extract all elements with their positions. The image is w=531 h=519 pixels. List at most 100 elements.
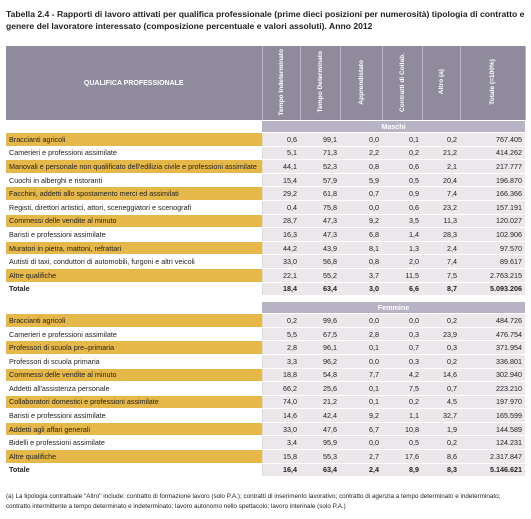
header-cell: Tempo Determinato xyxy=(300,46,341,121)
value-cell: 120.027 xyxy=(460,214,525,229)
label-cell: Baristi e professioni assimilate xyxy=(6,408,263,423)
value-cell: 2,4 xyxy=(422,241,460,256)
value-cell: 42,4 xyxy=(300,408,340,423)
data-row: Facchini, addetti allo spostamento merci… xyxy=(6,186,525,201)
value-cell: 33,0 xyxy=(262,254,300,269)
label-cell: Professori di scuola primaria xyxy=(6,354,263,369)
value-cell: 23,9 xyxy=(422,327,460,342)
value-cell: 0,5 xyxy=(382,173,422,188)
value-cell: 17,6 xyxy=(382,449,422,464)
value-cell: 6,7 xyxy=(340,422,382,437)
value-cell: 0,8 xyxy=(340,159,382,174)
value-cell: 28,3 xyxy=(422,227,460,242)
spacer xyxy=(6,295,525,303)
value-cell: 2,4 xyxy=(340,462,382,478)
data-row: Addetti all'assistenza personale 66,2 25,6… xyxy=(6,381,525,396)
value-cell: 3,7 xyxy=(340,268,382,283)
total-row: Totale 16,4 63,4 2,4 8,9 8,3 5.146.621 xyxy=(6,462,525,478)
value-cell: 196.870 xyxy=(460,173,525,188)
value-cell: 371.954 xyxy=(460,340,525,355)
header-text: QUALIFICA PROFESSIONALE xyxy=(83,79,184,87)
value-cell: 0,7 xyxy=(340,186,382,201)
data-row: Autisti di taxi, conduttori di automobil… xyxy=(6,254,525,269)
label-cell: Commessi delle vendite al minuto xyxy=(6,368,263,383)
data-row: Manovali e personale non qualificato del… xyxy=(6,159,525,174)
data-row: Commessi delle vendite al minuto 28,7 47,3… xyxy=(6,214,525,229)
value-cell: 5.146.621 xyxy=(460,462,525,478)
value-cell: 11,5 xyxy=(382,268,422,283)
value-cell: 0,0 xyxy=(340,354,382,369)
table: QUALIFICA PROFESSIONALE Tempo Indetermina… xyxy=(6,46,526,478)
data-row: Professori di scuola primaria 3,3 96,2 0,0 0… xyxy=(6,354,525,369)
label-cell: Braccianti agricoli xyxy=(6,313,263,328)
value-cell: 63,4 xyxy=(300,281,340,297)
footnote: (a) La tipologia contrattuale "Altro" in… xyxy=(6,493,501,510)
value-cell: 7,4 xyxy=(422,186,460,201)
value-cell: 33,0 xyxy=(262,422,300,437)
header-text: Totale (=100%) xyxy=(489,59,496,105)
label-cell: Facchini, addetti allo spostamento merci… xyxy=(6,186,263,201)
value-cell: 22,1 xyxy=(262,268,300,283)
header-text: Altro (a) xyxy=(437,69,445,95)
label-cell: Altre qualifiche xyxy=(6,449,263,464)
data-row: Collaboratori domestici e professioni as… xyxy=(6,395,525,410)
value-cell: 29,2 xyxy=(262,186,300,201)
value-cell: 7,5 xyxy=(422,268,460,283)
value-cell: 5,1 xyxy=(262,146,300,161)
header-text: Contratti di Collab. xyxy=(398,52,406,112)
value-cell: 21,2 xyxy=(300,395,340,410)
value-cell: 124.231 xyxy=(460,435,525,451)
value-cell: 0,6 xyxy=(382,200,422,215)
value-cell: 1,3 xyxy=(382,241,422,256)
value-cell: 5,9 xyxy=(340,173,382,188)
value-cell: 102.906 xyxy=(460,227,525,242)
data-row: Bidelli e professioni assimilate 3,4 95,9 0… xyxy=(6,435,525,451)
label-cell: Registi, direttori artistici, attori, sc… xyxy=(6,200,263,215)
section-title: Maschi xyxy=(262,120,525,133)
value-cell: 2,8 xyxy=(340,327,382,342)
value-cell: 8,1 xyxy=(340,241,382,256)
label-cell: Baristi e professioni assimilate xyxy=(6,227,263,242)
value-cell: 197.970 xyxy=(460,395,525,410)
value-cell: 54,8 xyxy=(300,368,340,383)
value-cell: 3,0 xyxy=(340,281,382,297)
value-cell: 0,2 xyxy=(422,313,460,328)
value-cell: 0,0 xyxy=(340,200,382,215)
value-cell: 1,9 xyxy=(422,422,460,437)
value-cell: 7,7 xyxy=(340,368,382,383)
data-row: Addetti agli affari generali 33,0 47,6 6,7 1… xyxy=(6,422,525,437)
value-cell: 96,2 xyxy=(300,354,340,369)
header-row: QUALIFICA PROFESSIONALE Tempo Indetermina… xyxy=(6,46,526,121)
value-cell: 0,2 xyxy=(262,313,300,328)
header-text: Apprendistato xyxy=(357,59,365,105)
header-cell: Tempo Indeterminato xyxy=(262,46,301,121)
value-cell: 1,1 xyxy=(382,408,422,423)
value-cell: 14,6 xyxy=(262,408,300,423)
value-cell: 9,2 xyxy=(340,214,382,229)
value-cell: 2,7 xyxy=(340,449,382,464)
value-cell: 0,2 xyxy=(422,132,460,147)
value-cell: 55,3 xyxy=(300,449,340,464)
value-cell: 47,3 xyxy=(300,227,340,242)
value-cell: 0,6 xyxy=(382,159,422,174)
value-cell: 47,6 xyxy=(300,422,340,437)
label-cell: Autisti di taxi, conduttori di automobil… xyxy=(6,254,263,269)
label-cell: Manovali e personale non qualificato del… xyxy=(6,159,263,174)
data-row: Registi, direttori artistici, attori, sc… xyxy=(6,200,525,215)
label-cell: Camerieri e professioni assimilate xyxy=(6,146,263,161)
value-cell: 7,5 xyxy=(382,381,422,396)
data-row: Braccianti agricoli 0,2 99,6 0,0 0,0 0,2 484.7… xyxy=(6,313,525,328)
value-cell: 0,0 xyxy=(382,313,422,328)
value-cell: 43,9 xyxy=(300,241,340,256)
value-cell: 18,8 xyxy=(262,368,300,383)
label-cell: Totale xyxy=(6,462,263,478)
value-cell: 44,2 xyxy=(262,241,300,256)
value-cell: 61,8 xyxy=(300,186,340,201)
value-cell: 0,2 xyxy=(382,146,422,161)
value-cell: 0,6 xyxy=(262,132,300,147)
value-cell: 0,0 xyxy=(340,132,382,147)
value-cell: 0,1 xyxy=(340,395,382,410)
value-cell: 15,4 xyxy=(262,173,300,188)
value-cell: 0,4 xyxy=(262,200,300,215)
value-cell: 63,4 xyxy=(300,462,340,478)
